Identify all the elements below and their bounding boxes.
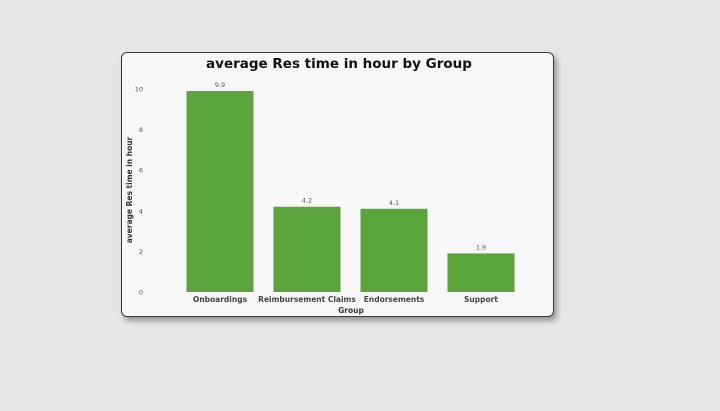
data-label: 4.2: [302, 197, 312, 205]
bar-support[interactable]: [447, 253, 515, 292]
bar-onboardings[interactable]: [186, 91, 254, 292]
data-label: 1.9: [476, 243, 486, 251]
chart-title: average Res time in hour by Group: [206, 56, 472, 72]
chart-card: average Res time in hour by Group averag…: [121, 52, 554, 317]
y-tick-label: 6: [139, 167, 143, 175]
y-axis-title: average Res time in hour: [125, 136, 134, 243]
x-tick-label: Onboardings: [193, 295, 248, 304]
data-label: 4.1: [389, 199, 399, 207]
x-axis-ticks: Onboardings Reimbursement Claims Endorseme…: [193, 295, 498, 304]
x-tick-label: Support: [464, 295, 498, 304]
x-tick-label: Endorsements: [364, 295, 425, 304]
data-labels-group: 9.9 4.2 4.1 1.9: [215, 81, 486, 251]
bar-reimbursement-claims[interactable]: [273, 206, 341, 292]
y-tick-label: 8: [139, 126, 143, 134]
y-tick-label: 0: [139, 289, 143, 297]
x-axis-title: Group: [338, 306, 364, 315]
y-tick-label: 2: [139, 248, 143, 256]
y-axis-ticks: 0 2 4 6 8 10: [135, 86, 143, 297]
y-tick-label: 10: [135, 86, 143, 94]
y-tick-label: 4: [139, 207, 143, 215]
bar-endorsements[interactable]: [360, 208, 428, 292]
x-tick-label: Reimbursement Claims: [258, 295, 356, 304]
data-label: 9.9: [215, 81, 225, 89]
bars-group: [186, 91, 515, 292]
bar-chart: average Res time in hour by Group averag…: [125, 56, 515, 315]
